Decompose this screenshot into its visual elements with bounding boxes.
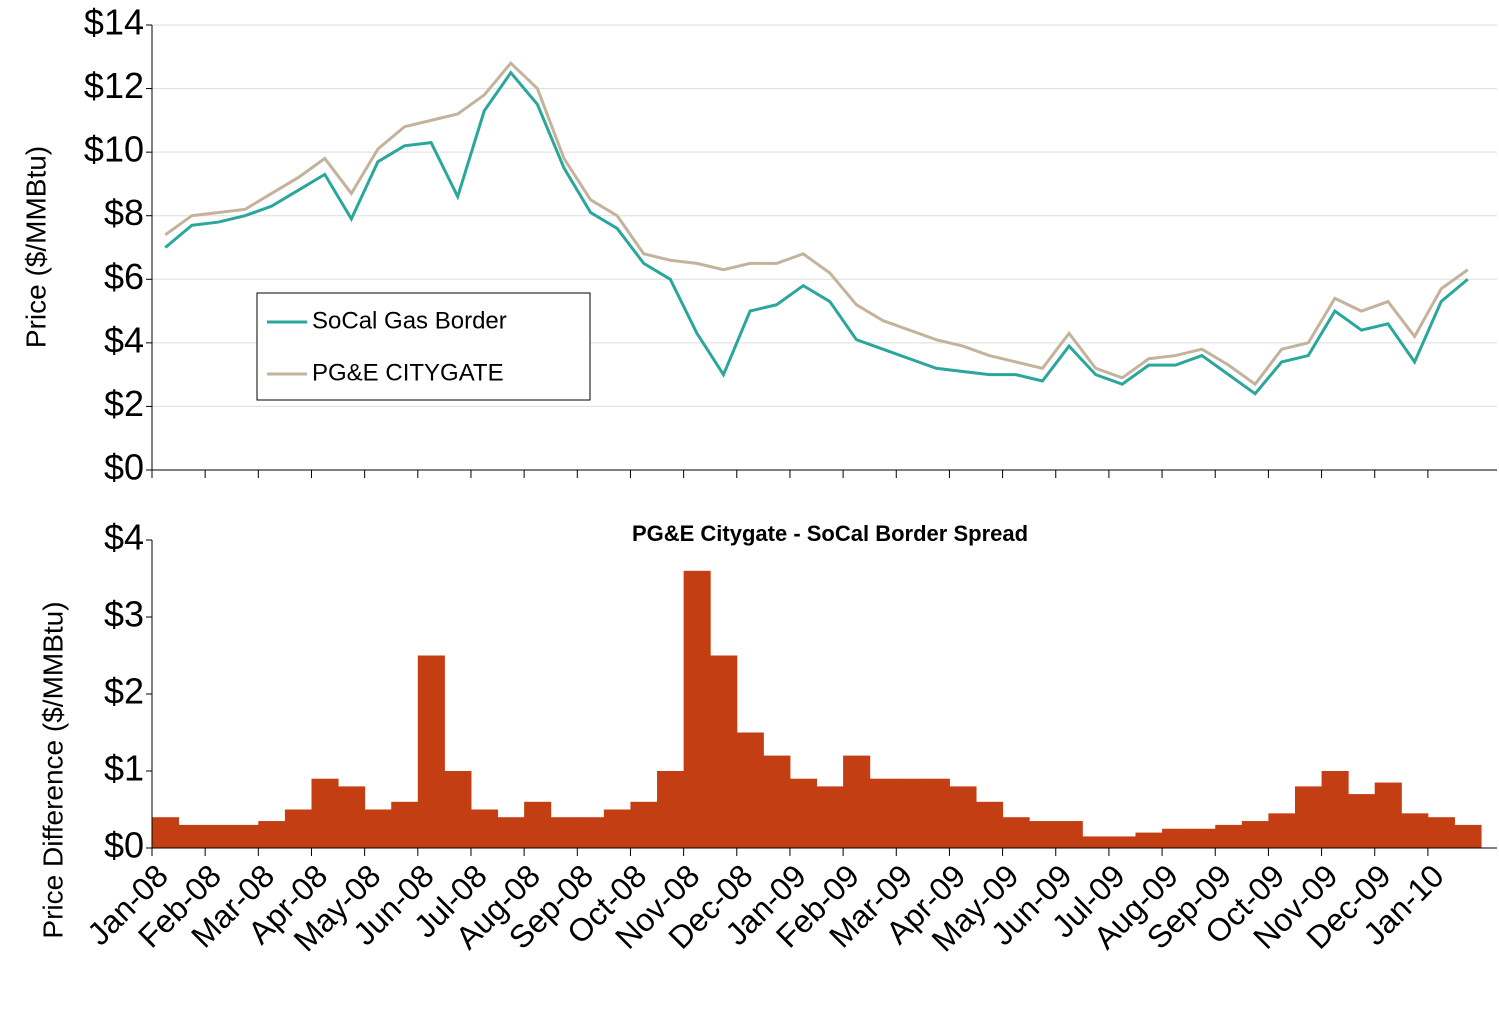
bar <box>284 809 312 848</box>
bar <box>497 817 525 848</box>
bar <box>1401 813 1429 848</box>
y-tick-label: $12 <box>84 65 144 106</box>
bar <box>417 655 445 848</box>
bar <box>603 809 631 848</box>
bar <box>789 778 818 848</box>
y-tick-label: $6 <box>104 256 144 297</box>
y-tick-label: $2 <box>104 383 144 424</box>
bar <box>577 817 605 848</box>
bar <box>1241 821 1269 848</box>
bar <box>1348 794 1376 848</box>
y-tick-label: $14 <box>84 2 144 43</box>
bar <box>338 786 366 848</box>
bar <box>550 817 578 848</box>
bar <box>524 801 552 848</box>
bar <box>1215 824 1243 848</box>
y-axis-title: Price ($/MMBtu) <box>20 146 51 348</box>
bar <box>657 771 685 848</box>
bar <box>1108 836 1136 848</box>
legend-box <box>256 292 591 401</box>
bar <box>736 732 764 848</box>
bar <box>444 771 472 848</box>
bar <box>470 809 499 848</box>
bar <box>1374 782 1402 848</box>
bar <box>311 778 339 848</box>
bar <box>152 817 180 848</box>
bar <box>1427 817 1455 848</box>
y-tick-label: $3 <box>104 594 144 635</box>
bar <box>1294 786 1323 848</box>
y-tick-label: $1 <box>104 748 144 789</box>
bar <box>630 801 658 848</box>
bar <box>816 786 844 848</box>
bar <box>391 801 419 848</box>
y-tick-label: $8 <box>104 192 144 233</box>
legend-label: PG&E CITYGATE <box>312 359 504 386</box>
bar <box>843 755 871 848</box>
bar <box>1029 821 1057 848</box>
y-tick-label: $4 <box>104 319 144 360</box>
bar <box>710 655 738 848</box>
bar <box>949 786 977 848</box>
legend-label: SoCal Gas Border <box>312 307 507 334</box>
bar <box>922 778 950 848</box>
y-tick-label: $10 <box>84 129 144 170</box>
y-tick-label: $4 <box>104 517 144 558</box>
bar <box>178 824 206 848</box>
bar <box>1082 836 1110 848</box>
chart-title: PG&E Citygate - SoCal Border Spread <box>632 521 1028 546</box>
bar <box>258 821 286 848</box>
series-line <box>164 60 1469 387</box>
bar <box>1055 821 1083 848</box>
bar <box>1135 832 1163 848</box>
y-axis-title: Price Difference ($/MMBtu) <box>37 601 68 938</box>
bar <box>896 778 924 848</box>
bar <box>869 778 897 848</box>
bar <box>1454 824 1482 848</box>
y-tick-label: $0 <box>104 447 144 488</box>
bar <box>364 809 392 848</box>
bar <box>763 755 791 848</box>
bar <box>1002 817 1030 848</box>
bar <box>976 801 1004 848</box>
bar <box>683 570 711 848</box>
bar <box>1321 771 1349 848</box>
series-line <box>164 70 1469 396</box>
y-tick-label: $0 <box>104 825 144 866</box>
bar <box>1268 813 1296 848</box>
bar <box>205 824 233 848</box>
bar <box>1162 828 1190 848</box>
y-tick-label: $2 <box>104 671 144 712</box>
bar <box>1188 828 1216 848</box>
bar <box>231 824 259 848</box>
